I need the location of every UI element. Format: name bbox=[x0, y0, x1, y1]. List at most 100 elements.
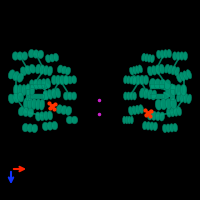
Ellipse shape bbox=[39, 99, 45, 110]
Ellipse shape bbox=[67, 76, 73, 84]
Ellipse shape bbox=[41, 79, 47, 89]
Ellipse shape bbox=[59, 75, 65, 85]
Ellipse shape bbox=[147, 54, 152, 62]
Ellipse shape bbox=[43, 66, 49, 75]
Ellipse shape bbox=[17, 92, 24, 102]
Ellipse shape bbox=[52, 121, 58, 130]
Ellipse shape bbox=[180, 72, 185, 81]
Ellipse shape bbox=[28, 108, 34, 117]
Ellipse shape bbox=[143, 75, 149, 85]
Ellipse shape bbox=[49, 54, 55, 62]
Ellipse shape bbox=[13, 93, 19, 103]
Ellipse shape bbox=[51, 89, 57, 99]
Ellipse shape bbox=[28, 49, 34, 58]
Ellipse shape bbox=[23, 108, 29, 116]
Ellipse shape bbox=[142, 121, 147, 130]
Ellipse shape bbox=[172, 52, 177, 60]
Ellipse shape bbox=[133, 92, 136, 100]
Ellipse shape bbox=[170, 98, 177, 109]
Polygon shape bbox=[26, 89, 30, 100]
Ellipse shape bbox=[128, 116, 131, 124]
Ellipse shape bbox=[35, 112, 41, 121]
Ellipse shape bbox=[170, 84, 177, 96]
Ellipse shape bbox=[130, 92, 133, 100]
Ellipse shape bbox=[27, 124, 33, 132]
Ellipse shape bbox=[29, 84, 35, 96]
Polygon shape bbox=[24, 84, 32, 89]
Ellipse shape bbox=[187, 94, 192, 104]
Ellipse shape bbox=[183, 94, 188, 103]
Ellipse shape bbox=[173, 123, 178, 132]
Ellipse shape bbox=[47, 89, 53, 99]
Ellipse shape bbox=[33, 50, 39, 58]
Ellipse shape bbox=[22, 123, 28, 132]
Ellipse shape bbox=[127, 92, 130, 100]
Ellipse shape bbox=[47, 122, 53, 130]
Ellipse shape bbox=[135, 105, 140, 114]
Ellipse shape bbox=[47, 111, 53, 120]
Ellipse shape bbox=[142, 53, 146, 61]
Ellipse shape bbox=[55, 88, 61, 98]
Ellipse shape bbox=[149, 122, 154, 130]
Ellipse shape bbox=[183, 71, 188, 80]
Ellipse shape bbox=[166, 108, 171, 117]
Ellipse shape bbox=[124, 76, 127, 84]
Ellipse shape bbox=[22, 52, 28, 60]
Ellipse shape bbox=[42, 122, 48, 131]
Ellipse shape bbox=[130, 116, 133, 124]
Ellipse shape bbox=[55, 75, 61, 85]
Ellipse shape bbox=[20, 67, 27, 76]
Ellipse shape bbox=[124, 92, 127, 100]
Ellipse shape bbox=[47, 66, 53, 76]
Polygon shape bbox=[164, 82, 170, 90]
Ellipse shape bbox=[51, 75, 57, 85]
Ellipse shape bbox=[25, 84, 31, 96]
Ellipse shape bbox=[176, 92, 181, 102]
Ellipse shape bbox=[57, 65, 63, 73]
Ellipse shape bbox=[133, 76, 136, 84]
Ellipse shape bbox=[176, 73, 182, 82]
Ellipse shape bbox=[153, 122, 158, 131]
Ellipse shape bbox=[23, 98, 29, 109]
Ellipse shape bbox=[65, 67, 71, 75]
Ellipse shape bbox=[130, 76, 133, 84]
Ellipse shape bbox=[132, 106, 137, 115]
Ellipse shape bbox=[166, 124, 171, 132]
Ellipse shape bbox=[180, 84, 187, 96]
Ellipse shape bbox=[139, 75, 145, 85]
Ellipse shape bbox=[127, 76, 130, 84]
Ellipse shape bbox=[56, 105, 62, 114]
Ellipse shape bbox=[32, 124, 38, 133]
Ellipse shape bbox=[8, 94, 15, 104]
Ellipse shape bbox=[151, 90, 157, 100]
Ellipse shape bbox=[39, 112, 45, 121]
Ellipse shape bbox=[18, 107, 24, 116]
Ellipse shape bbox=[17, 52, 23, 60]
Ellipse shape bbox=[61, 66, 67, 74]
Polygon shape bbox=[44, 92, 50, 100]
Ellipse shape bbox=[128, 106, 133, 115]
Ellipse shape bbox=[38, 50, 44, 59]
Ellipse shape bbox=[147, 111, 153, 120]
Ellipse shape bbox=[183, 52, 188, 60]
Ellipse shape bbox=[160, 50, 165, 58]
Ellipse shape bbox=[8, 70, 15, 79]
Ellipse shape bbox=[35, 64, 41, 74]
Polygon shape bbox=[164, 92, 170, 100]
Polygon shape bbox=[170, 89, 174, 100]
Ellipse shape bbox=[167, 49, 172, 58]
Ellipse shape bbox=[147, 66, 153, 76]
Ellipse shape bbox=[25, 66, 31, 74]
Ellipse shape bbox=[66, 116, 73, 124]
Ellipse shape bbox=[170, 108, 175, 117]
Ellipse shape bbox=[165, 98, 172, 109]
Ellipse shape bbox=[135, 66, 140, 74]
Ellipse shape bbox=[176, 52, 181, 60]
Ellipse shape bbox=[159, 112, 165, 121]
Ellipse shape bbox=[162, 124, 167, 133]
Ellipse shape bbox=[171, 66, 176, 75]
Ellipse shape bbox=[33, 79, 39, 89]
Ellipse shape bbox=[53, 53, 59, 61]
Polygon shape bbox=[30, 84, 44, 88]
Polygon shape bbox=[150, 84, 164, 88]
